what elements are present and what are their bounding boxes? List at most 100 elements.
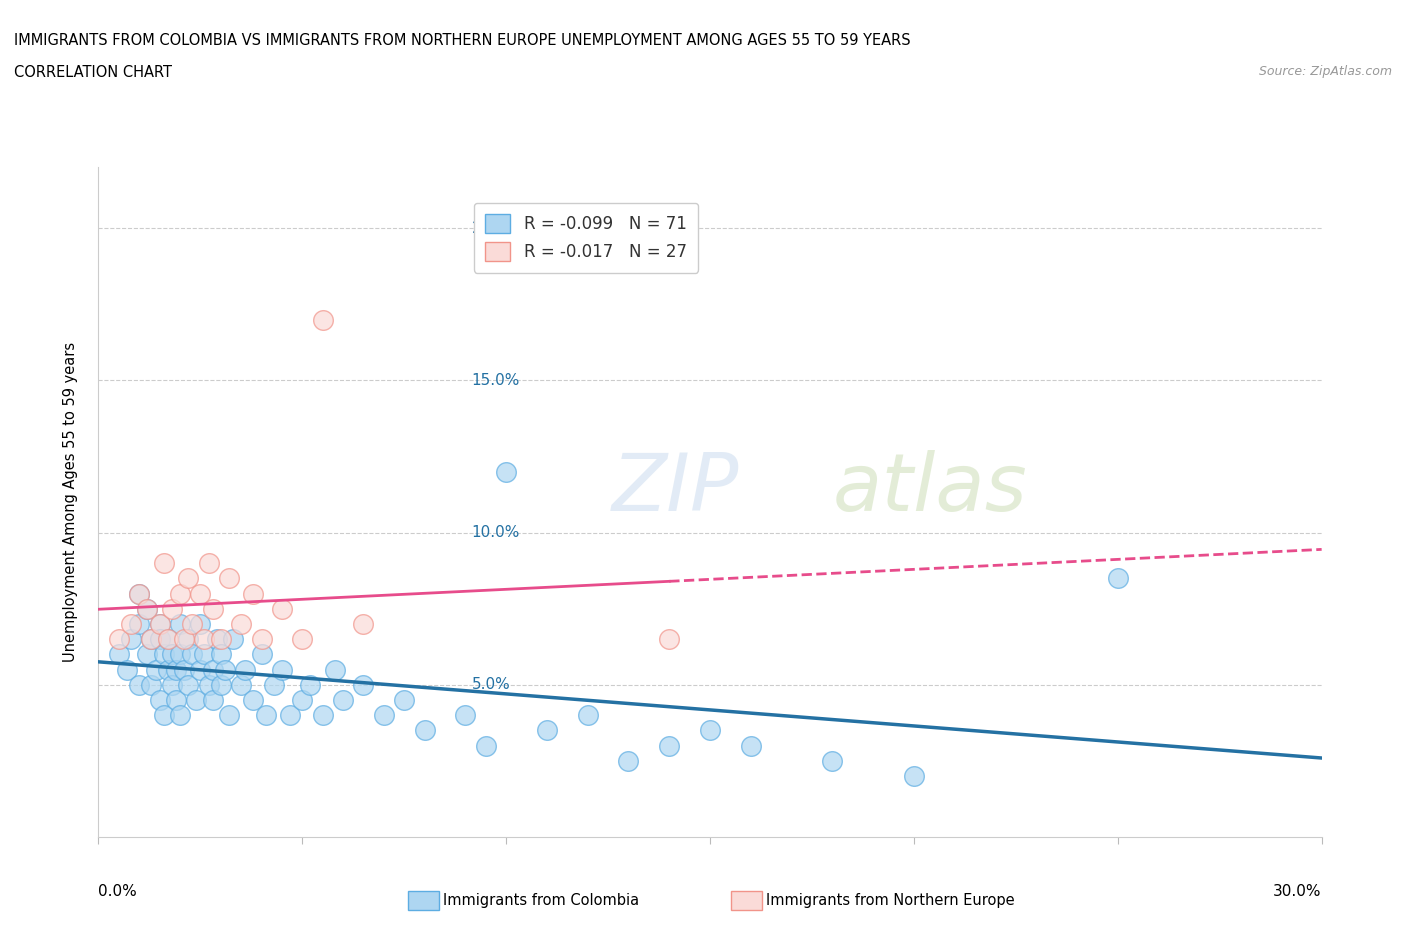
Point bbox=[214, 662, 236, 677]
Point bbox=[177, 677, 200, 692]
Point bbox=[263, 677, 285, 692]
Point bbox=[169, 708, 191, 723]
Point bbox=[352, 617, 374, 631]
Point bbox=[156, 662, 179, 677]
Text: Immigrants from Northern Europe: Immigrants from Northern Europe bbox=[766, 893, 1015, 908]
Point bbox=[699, 723, 721, 737]
Point bbox=[152, 555, 174, 570]
Point bbox=[291, 693, 314, 708]
Point bbox=[115, 662, 138, 677]
Point bbox=[312, 708, 335, 723]
Point bbox=[136, 602, 159, 617]
Point bbox=[270, 602, 294, 617]
Point bbox=[149, 693, 172, 708]
Point bbox=[169, 647, 191, 662]
Point bbox=[165, 693, 187, 708]
Point bbox=[193, 631, 215, 646]
Text: CORRELATION CHART: CORRELATION CHART bbox=[14, 65, 172, 80]
Point bbox=[205, 631, 228, 646]
Point bbox=[141, 631, 163, 646]
Point bbox=[250, 631, 273, 646]
Y-axis label: Unemployment Among Ages 55 to 59 years: Unemployment Among Ages 55 to 59 years bbox=[63, 342, 77, 662]
Point bbox=[160, 677, 183, 692]
Point bbox=[454, 708, 477, 723]
Point bbox=[201, 662, 224, 677]
Point bbox=[495, 464, 517, 479]
Text: IMMIGRANTS FROM COLOMBIA VS IMMIGRANTS FROM NORTHERN EUROPE UNEMPLOYMENT AMONG A: IMMIGRANTS FROM COLOMBIA VS IMMIGRANTS F… bbox=[14, 33, 911, 47]
Text: atlas: atlas bbox=[832, 450, 1028, 528]
Point bbox=[233, 662, 256, 677]
Point bbox=[177, 571, 200, 586]
Point bbox=[373, 708, 395, 723]
Point bbox=[218, 571, 240, 586]
Text: 30.0%: 30.0% bbox=[1274, 884, 1322, 899]
Point bbox=[242, 693, 264, 708]
Point bbox=[169, 617, 191, 631]
Point bbox=[181, 617, 204, 631]
Point bbox=[120, 617, 142, 631]
Point bbox=[186, 693, 208, 708]
Text: Source: ZipAtlas.com: Source: ZipAtlas.com bbox=[1258, 65, 1392, 78]
Text: 20.0%: 20.0% bbox=[471, 220, 520, 236]
Point bbox=[903, 769, 925, 784]
Point bbox=[474, 738, 498, 753]
Point bbox=[128, 586, 150, 601]
Point bbox=[173, 631, 195, 646]
Point bbox=[291, 631, 314, 646]
Point bbox=[160, 647, 183, 662]
Point bbox=[413, 723, 436, 737]
Point bbox=[188, 662, 212, 677]
Point bbox=[197, 555, 219, 570]
Point bbox=[1107, 571, 1129, 586]
Point bbox=[209, 647, 232, 662]
Point bbox=[312, 312, 335, 327]
Point bbox=[536, 723, 558, 737]
Point bbox=[270, 662, 294, 677]
Point bbox=[136, 647, 159, 662]
Point bbox=[108, 631, 131, 646]
Point bbox=[323, 662, 346, 677]
Point bbox=[821, 753, 844, 768]
Point bbox=[740, 738, 762, 753]
Point bbox=[254, 708, 277, 723]
Point bbox=[136, 602, 159, 617]
Text: 0.0%: 0.0% bbox=[98, 884, 138, 899]
Point bbox=[169, 586, 191, 601]
Point bbox=[201, 602, 224, 617]
Point bbox=[128, 617, 150, 631]
Point bbox=[193, 647, 215, 662]
Point bbox=[209, 677, 232, 692]
Point bbox=[188, 586, 212, 601]
Point bbox=[141, 631, 163, 646]
Point bbox=[197, 677, 219, 692]
Text: ZIP: ZIP bbox=[612, 450, 740, 528]
Point bbox=[242, 586, 264, 601]
Point bbox=[149, 617, 172, 631]
Point bbox=[222, 631, 245, 646]
Point bbox=[149, 631, 172, 646]
Point bbox=[658, 738, 681, 753]
Point bbox=[617, 753, 640, 768]
Point bbox=[173, 662, 195, 677]
Point bbox=[352, 677, 374, 692]
Point bbox=[278, 708, 301, 723]
Point bbox=[658, 631, 681, 646]
Point bbox=[149, 617, 172, 631]
Point bbox=[156, 631, 179, 646]
Point bbox=[120, 631, 142, 646]
Text: Immigrants from Colombia: Immigrants from Colombia bbox=[443, 893, 638, 908]
Point bbox=[145, 662, 167, 677]
Point bbox=[209, 631, 232, 646]
Point bbox=[299, 677, 322, 692]
Point bbox=[576, 708, 599, 723]
Point bbox=[231, 617, 253, 631]
Point bbox=[152, 708, 174, 723]
Point bbox=[156, 631, 179, 646]
Point bbox=[141, 677, 163, 692]
Point bbox=[152, 647, 174, 662]
Point bbox=[231, 677, 253, 692]
Point bbox=[201, 693, 224, 708]
Point bbox=[250, 647, 273, 662]
Point bbox=[332, 693, 354, 708]
Text: 10.0%: 10.0% bbox=[471, 525, 520, 540]
